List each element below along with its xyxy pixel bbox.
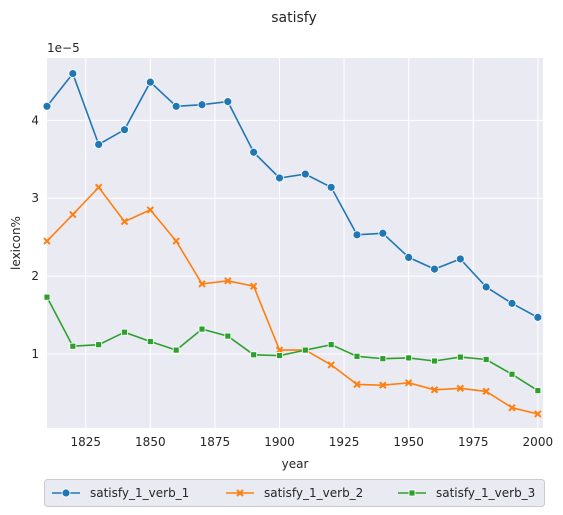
legend: satisfy_1_verb_1 satisfy_1_verb_2 satisfy_… [44,479,545,507]
data-point [379,381,387,389]
data-point [508,404,516,412]
y-tick-label: 4 [31,113,39,127]
data-point [326,182,336,192]
plot-area [47,58,543,428]
x-tick-label: 1850 [135,435,166,449]
x-tick-label: 1975 [458,435,489,449]
chart-title: satisfy [271,10,317,26]
data-point [42,101,52,111]
data-point [378,228,388,238]
data-point [172,237,180,245]
legend-marker [408,489,416,497]
data-point [508,370,516,378]
data-point [379,355,387,363]
data-point [145,77,155,87]
data-point [534,410,542,418]
data-point [534,387,542,395]
data-point [275,346,284,354]
x-tick-label: 1875 [200,435,231,449]
data-point [276,352,283,359]
data-point [431,357,438,365]
legend-item-3: satisfy_1_verb_3 [398,486,535,500]
data-point [249,282,258,290]
data-point [300,169,310,179]
series-layer [42,69,543,418]
data-point [352,230,362,240]
data-point [95,341,103,349]
x-axis-label: year [282,457,309,471]
data-point [482,356,490,363]
data-point [224,277,232,285]
data-point [94,183,103,192]
data-point [198,280,206,288]
legend-item-2: satisfy_1_verb_2 [226,486,363,500]
data-point [224,332,232,340]
legend-marker [61,488,71,498]
data-point [69,342,77,350]
data-point [146,206,155,214]
series-line [46,296,539,392]
data-point [94,140,104,149]
data-point [120,217,129,226]
data-point [250,351,258,359]
data-point [327,341,335,349]
data-point [327,361,335,369]
x-tick-label: 1925 [329,435,360,449]
data-point [430,386,439,394]
y-axis-label: lexicon% [9,216,23,270]
y-scale-label: 1e−5 [47,41,80,55]
data-point [171,101,181,111]
y-tick-labels: 1 2 3 4 [31,113,39,361]
legend-marker [236,489,244,497]
data-point [482,387,490,396]
x-tick-label: 1950 [393,435,424,449]
x-tick-label: 1825 [70,435,101,449]
series-line [46,71,539,319]
data-point [197,100,207,110]
series-line [46,186,538,415]
data-point [146,338,154,345]
x-tick-labels: 1825 1850 1875 1900 1925 1950 1975 2000 [70,435,553,449]
data-point [120,125,129,135]
legend-item-1: satisfy_1_verb_1 [52,486,189,500]
legend-frame [44,479,545,507]
data-point [275,173,284,183]
x-tick-label: 2000 [523,435,554,449]
data-point [353,380,361,389]
data-point [198,325,206,333]
y-tick-label: 3 [31,191,39,205]
data-point [121,328,128,336]
data-point [68,69,78,78]
data-point [455,254,465,264]
data-point [405,354,413,362]
x-tick-label: 1900 [264,435,295,449]
data-point [301,346,309,354]
data-point [404,379,413,387]
data-point [507,298,517,308]
y-tick-label: 2 [31,269,39,283]
series-1 [42,69,543,322]
data-point [456,353,464,361]
data-point [533,312,543,322]
data-point [43,237,51,245]
data-point [223,97,233,107]
data-point [249,147,259,157]
series-3 [43,293,542,395]
data-point [172,346,180,354]
legend-label: satisfy_1_verb_2 [264,486,363,500]
data-point [481,282,491,292]
data-point [456,384,465,392]
data-point [430,264,439,274]
data-point [353,352,361,360]
y-tick-label: 1 [31,347,39,361]
data-point [69,210,77,219]
data-point [404,253,414,262]
legend-label: satisfy_1_verb_1 [90,486,189,500]
legend-label: satisfy_1_verb_3 [436,486,535,500]
data-point [43,293,51,301]
